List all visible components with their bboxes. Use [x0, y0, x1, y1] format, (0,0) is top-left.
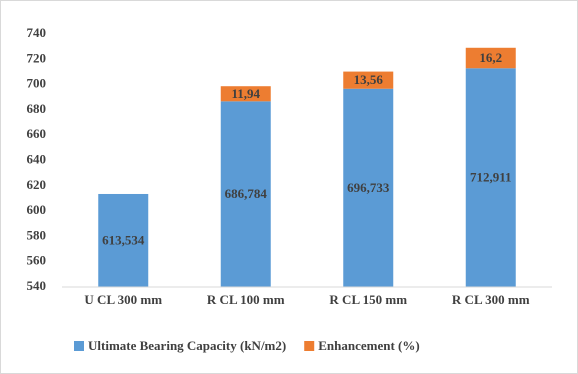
x-tick-label: R CL 100 mm: [207, 292, 285, 307]
legend-swatch: [304, 341, 315, 351]
y-tick-label: 580: [27, 227, 47, 242]
data-label: 712,911: [470, 170, 512, 185]
y-tick-label: 640: [27, 151, 47, 166]
bar-segment: [343, 88, 394, 287]
y-tick-label: 700: [27, 76, 47, 91]
x-tick-label: R CL 150 mm: [329, 292, 407, 307]
bar-segment: [465, 47, 516, 69]
bar-segment: [98, 193, 149, 287]
y-tick-label: 660: [27, 126, 47, 141]
x-tick-label: R CL 300 mm: [452, 292, 530, 307]
y-tick-label: 680: [27, 101, 47, 116]
y-tick-label: 720: [27, 50, 47, 65]
y-tick-label: 540: [27, 278, 47, 293]
data-label: 16,2: [479, 50, 502, 65]
bar-segment: [343, 71, 394, 89]
y-tick-label: 600: [27, 202, 47, 217]
data-label: 11,94: [231, 86, 260, 101]
data-label: 696,733: [347, 180, 390, 195]
legend-label: Ultimate Bearing Capacity (kN/m2): [88, 338, 286, 353]
bar-segment: [465, 68, 516, 288]
legend-swatch: [74, 341, 84, 351]
bar-segment: [220, 101, 271, 287]
data-label: 613,534: [102, 232, 145, 247]
y-tick-label: 560: [27, 253, 47, 268]
data-label: 686,784: [225, 186, 268, 201]
bar-segment: [220, 86, 271, 102]
legend-label: Enhancement (%): [318, 338, 419, 353]
data-label: 13,56: [354, 72, 384, 87]
x-tick-label: U CL 300 mm: [84, 292, 162, 307]
y-tick-label: 740: [27, 25, 47, 40]
y-tick-label: 620: [27, 177, 47, 192]
